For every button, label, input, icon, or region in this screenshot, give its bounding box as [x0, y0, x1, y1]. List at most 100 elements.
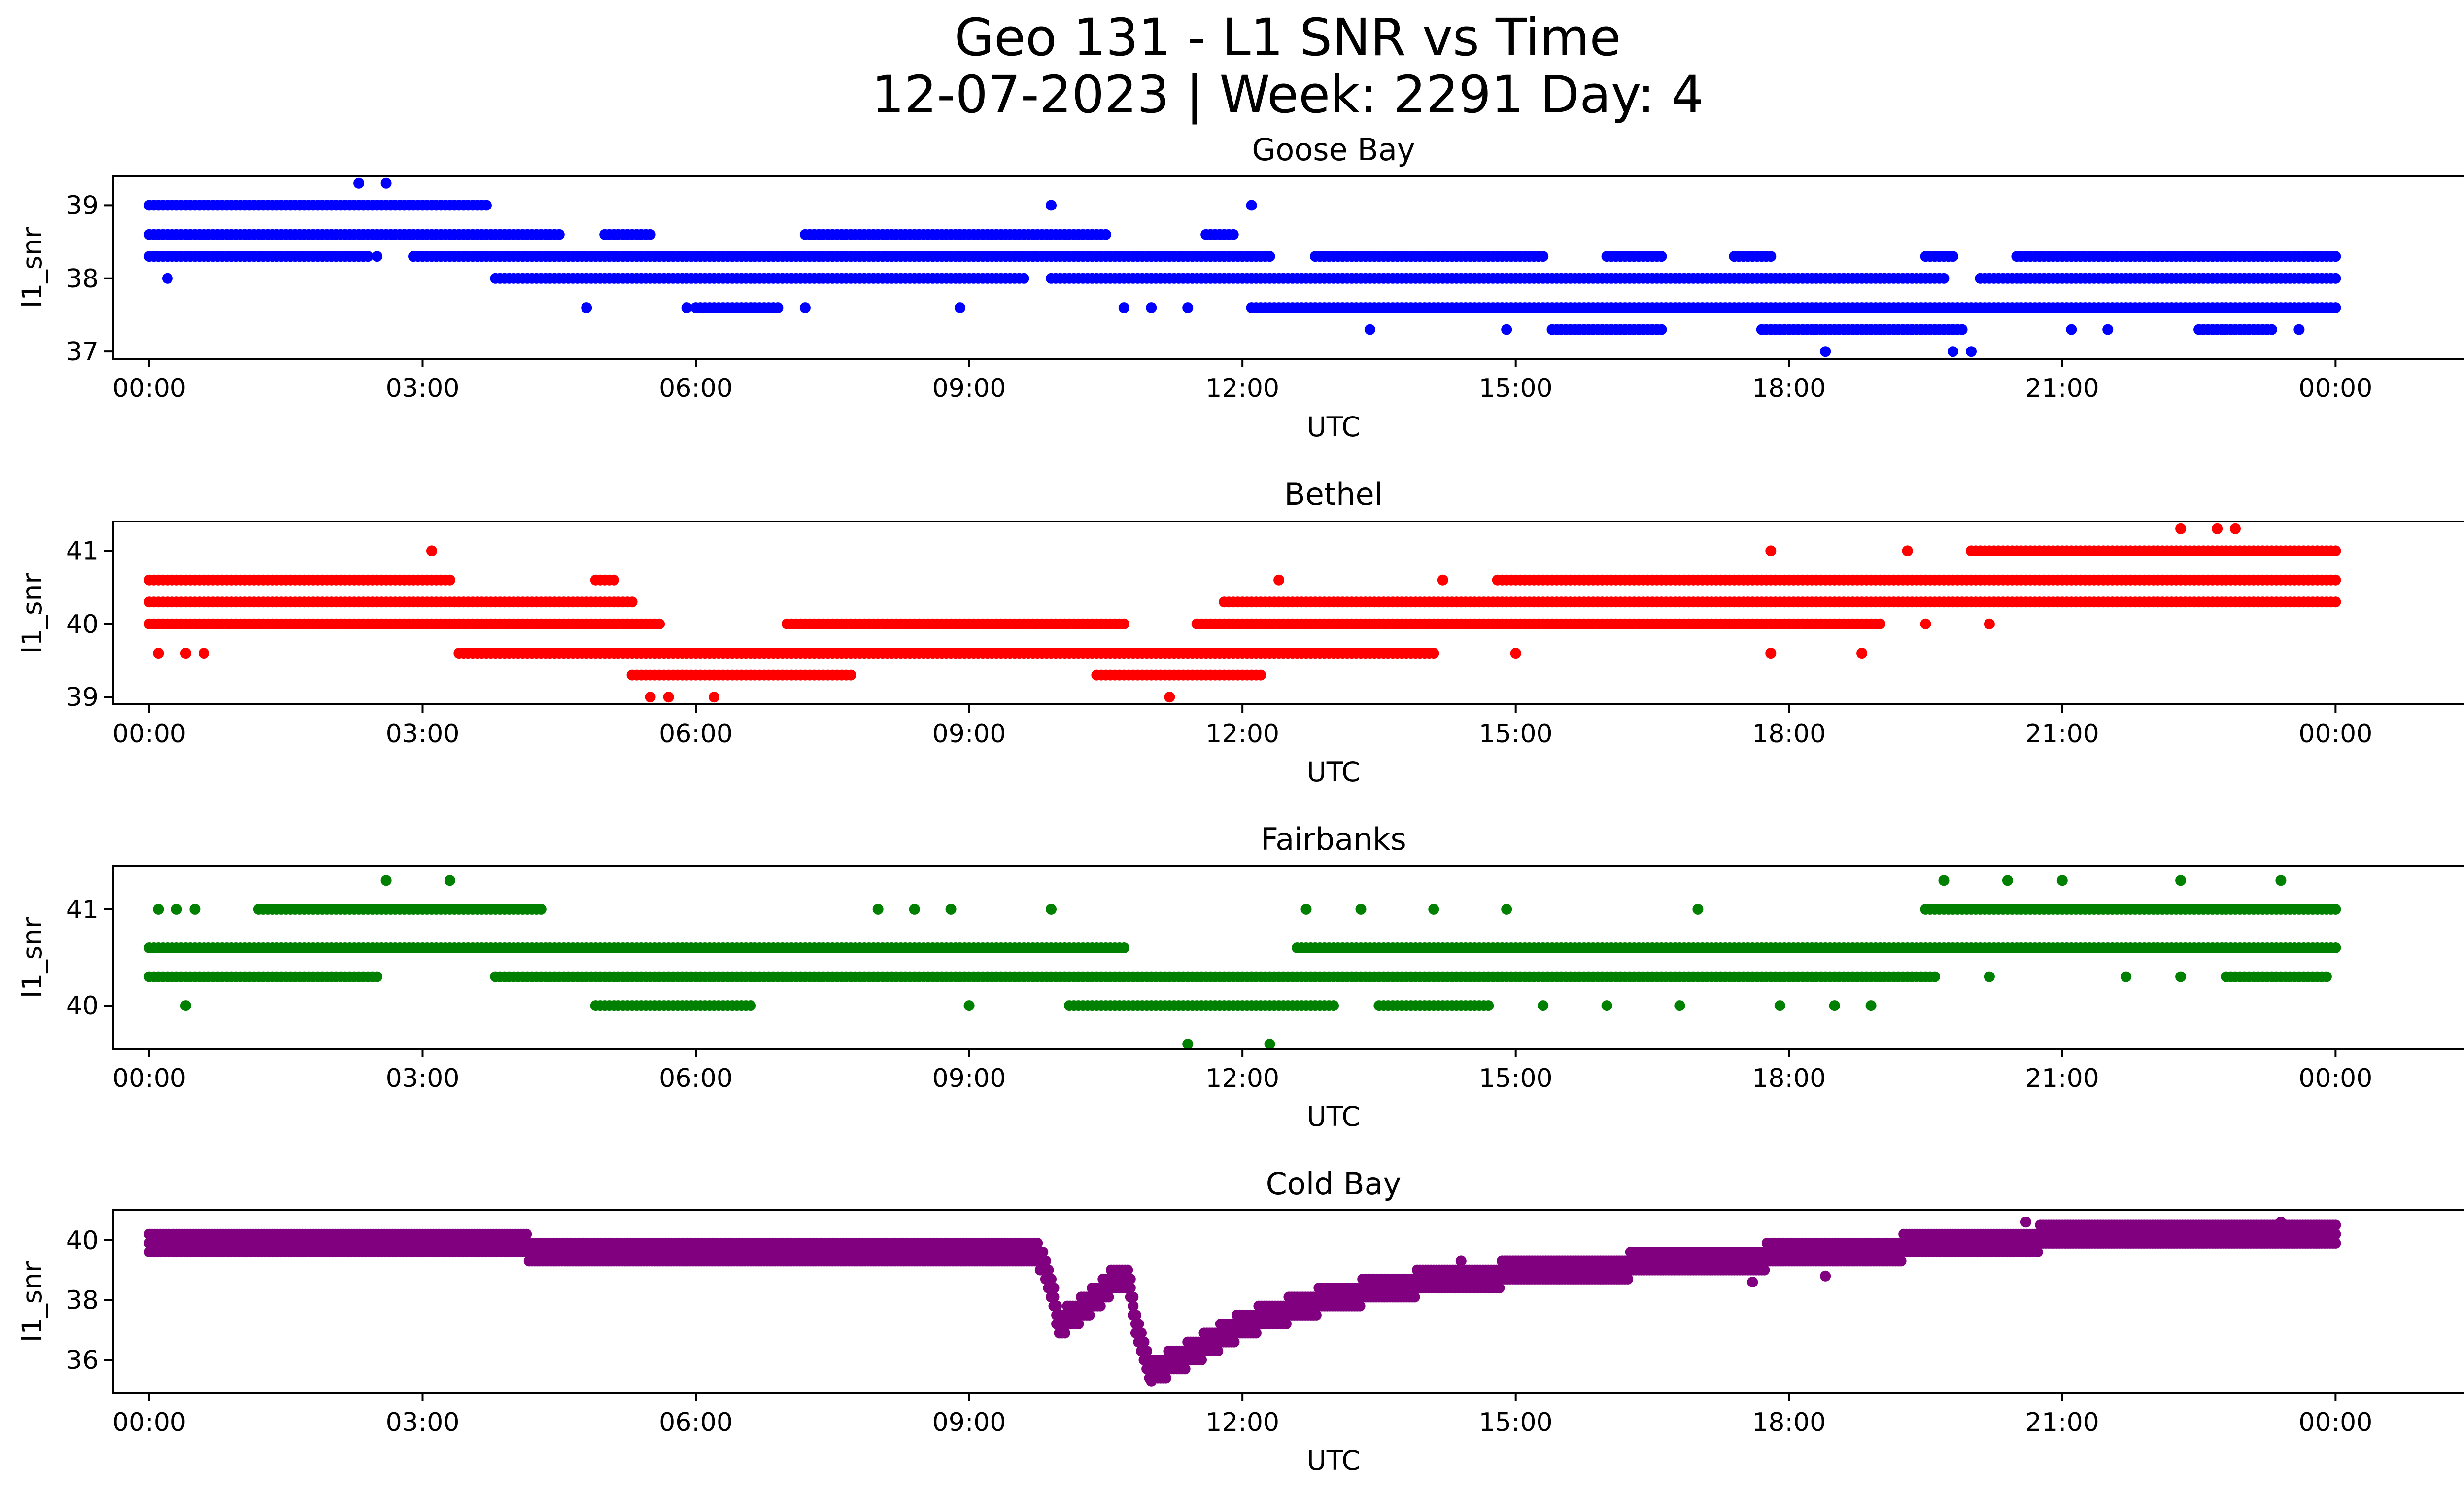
figure-title-line2: 12-07-2023 | Week: 2291 Day: 4	[872, 65, 1704, 125]
y-axis-label: l1_snr	[16, 227, 48, 308]
data-point	[681, 302, 692, 313]
data-point	[654, 618, 665, 629]
x-tick-label: 06:00	[659, 719, 733, 749]
data-point	[1328, 1000, 1339, 1011]
axes-frame	[112, 865, 2464, 1050]
data-point	[1146, 302, 1157, 313]
data-point	[2330, 596, 2341, 608]
x-axis-label: UTC	[1306, 1101, 1360, 1132]
panel-goose-bay: Goose Bay UTC l1_snr 00:00 03:00 06:00 09:0…	[16, 132, 2464, 443]
data-point	[1428, 904, 1439, 915]
panel-title: Cold Bay	[1266, 1166, 1402, 1202]
data-point	[945, 904, 957, 915]
x-tick-label: 00:00	[112, 719, 186, 749]
data-point	[1938, 875, 1950, 886]
data-point	[1956, 324, 1968, 335]
data-point	[2275, 875, 2287, 886]
data-point	[1829, 1000, 1840, 1011]
x-tick-label: 12:00	[1205, 374, 1279, 403]
data-point	[963, 1000, 975, 1011]
data-point	[1018, 273, 1029, 284]
x-tick-label: 21:00	[2025, 374, 2099, 403]
plot-area	[143, 523, 2341, 703]
data-point	[1674, 1000, 1685, 1011]
plot-area	[143, 1217, 2341, 1387]
data-point	[709, 692, 719, 703]
data-point	[1656, 251, 1667, 262]
data-point	[955, 302, 966, 313]
x-tick-label: 06:00	[659, 374, 733, 403]
panel-cold-bay: Cold Bay UTC l1_snr 00:00 03:00 06:00 09:00…	[16, 1166, 2464, 1476]
y-tick-label: 41	[66, 536, 99, 566]
data-point	[1182, 1039, 1194, 1050]
data-point	[1264, 1039, 1275, 1050]
data-point	[1182, 302, 1194, 313]
data-point	[1902, 545, 1913, 556]
data-point	[772, 302, 784, 313]
x-tick-label: 09:00	[932, 1064, 1006, 1093]
panel-title: Bethel	[1284, 476, 1383, 512]
data-point	[180, 1000, 191, 1011]
data-point	[444, 875, 455, 886]
data-point	[535, 904, 547, 915]
data-point	[1966, 346, 1977, 357]
data-point	[2330, 302, 2341, 313]
x-tick-label: 12:00	[1205, 719, 1279, 749]
x-tick-label: 15:00	[1479, 1064, 1553, 1093]
data-point	[1656, 324, 1667, 335]
x-tick-label: 00:00	[112, 374, 186, 403]
data-point	[581, 302, 592, 313]
data-point	[1765, 545, 1777, 556]
x-tick-label: 00:00	[2298, 719, 2372, 749]
data-point	[1929, 971, 1940, 982]
data-point	[1428, 648, 1439, 659]
panel-title: Goose Bay	[1252, 132, 1415, 168]
data-point	[1046, 200, 1057, 211]
data-point	[645, 229, 656, 240]
data-point	[380, 875, 392, 886]
data-point	[1920, 618, 1931, 629]
x-tick-label: 15:00	[1479, 374, 1553, 403]
x-tick-label: 00:00	[112, 1064, 186, 1093]
data-point	[180, 648, 191, 659]
data-point	[2212, 523, 2223, 534]
data-point	[1246, 200, 1257, 211]
data-point	[1046, 904, 1057, 915]
y-tick-label: 38	[66, 264, 99, 294]
panel-bethel: Bethel UTC l1_snr 00:00 03:00 06:00 09:00 12…	[16, 476, 2464, 788]
data-point	[1510, 648, 1521, 659]
x-tick-label: 09:00	[932, 719, 1006, 749]
data-point	[2330, 545, 2341, 556]
data-point	[1228, 229, 1239, 240]
data-point	[1255, 669, 1266, 681]
data-point	[1765, 251, 1777, 262]
data-point	[2056, 875, 2068, 886]
data-point	[1048, 1283, 1060, 1294]
x-tick-label: 03:00	[386, 374, 460, 403]
data-point	[1948, 251, 1958, 262]
data-point	[2293, 324, 2305, 335]
data-point	[1538, 251, 1549, 262]
data-point	[2330, 251, 2341, 262]
y-axis-label: l1_snr	[16, 917, 48, 998]
data-point	[1437, 574, 1448, 586]
data-point	[1118, 302, 1129, 313]
data-point	[1948, 346, 1958, 357]
data-point	[1538, 1000, 1549, 1011]
x-axis-label: UTC	[1306, 756, 1360, 788]
data-point	[2175, 875, 2187, 886]
x-tick-label: 03:00	[386, 1064, 460, 1093]
y-tick-label: 39	[66, 191, 99, 220]
data-point	[608, 574, 619, 586]
data-point	[1100, 229, 1111, 240]
data-point	[1118, 618, 1129, 629]
data-point	[909, 904, 920, 915]
data-point	[645, 692, 656, 703]
data-point	[2230, 523, 2241, 534]
data-point	[1164, 692, 1175, 703]
data-point	[444, 574, 455, 586]
data-point	[2266, 324, 2277, 335]
data-point	[2002, 875, 2013, 886]
x-tick-label: 18:00	[1752, 374, 1826, 403]
data-point	[2330, 904, 2341, 915]
